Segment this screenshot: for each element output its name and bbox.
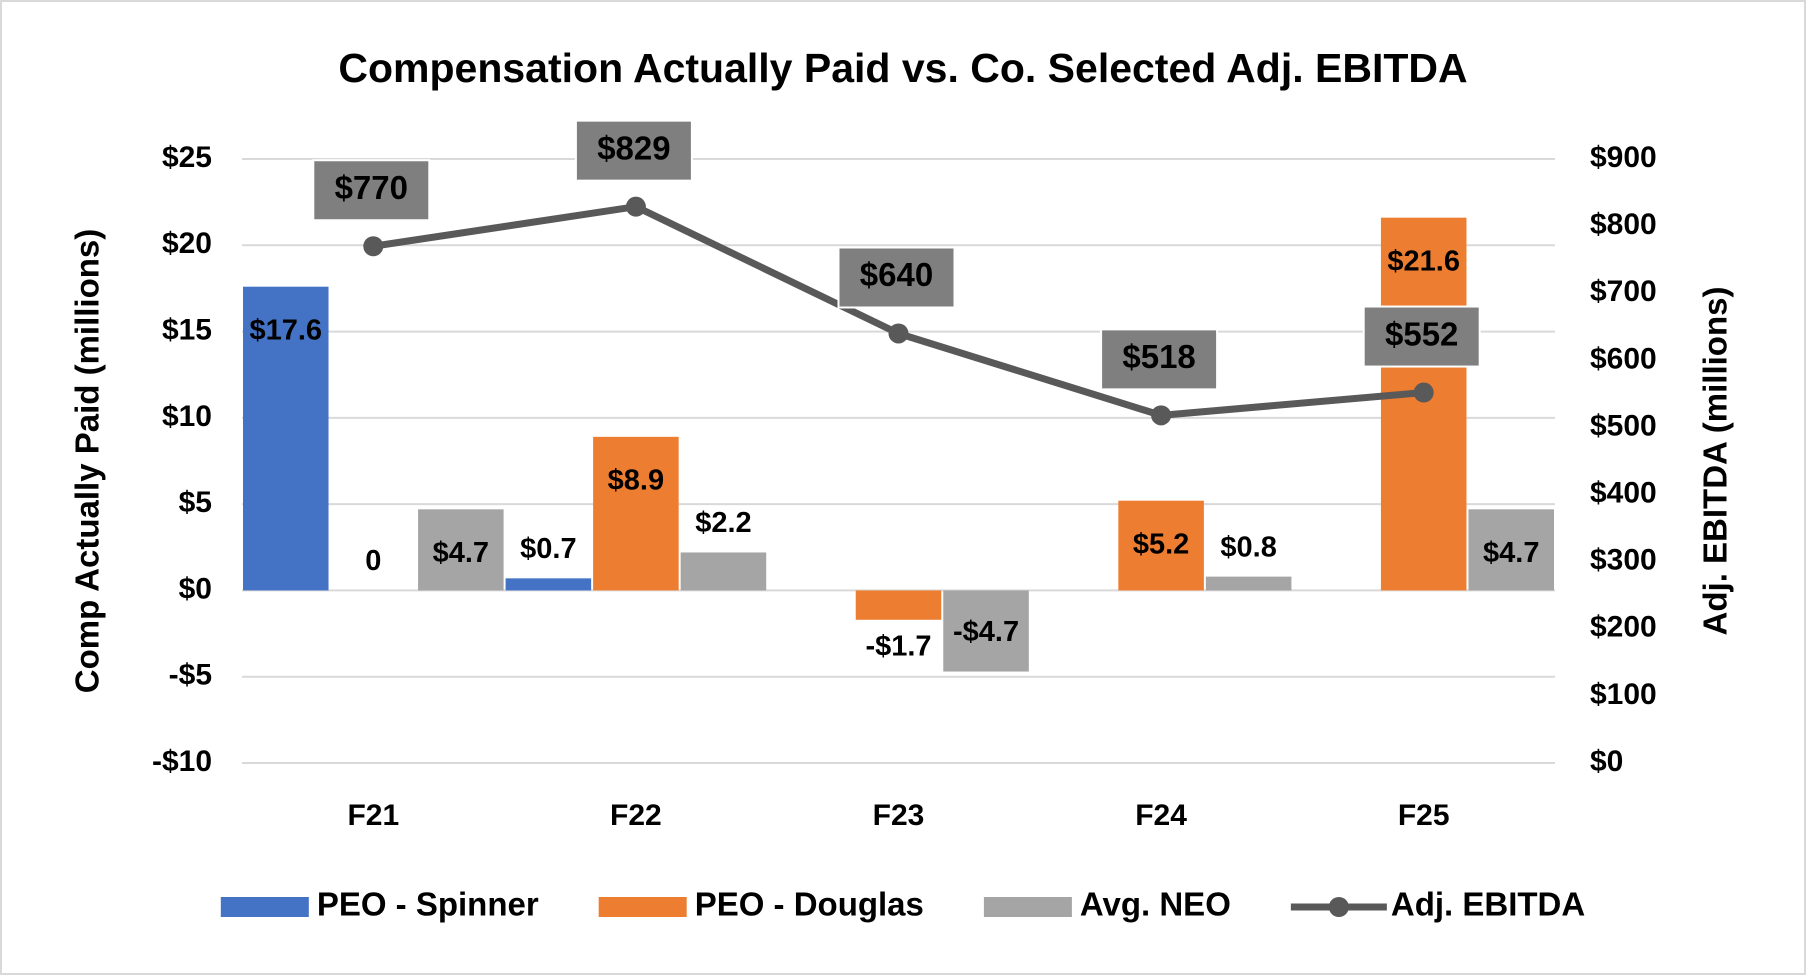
bar bbox=[418, 509, 504, 591]
x-tick-label: F21 bbox=[347, 799, 399, 832]
line-marker bbox=[1151, 405, 1172, 426]
y2-tick-label: $900 bbox=[1590, 141, 1657, 174]
y2-tick-label: $100 bbox=[1590, 678, 1657, 711]
line-marker bbox=[888, 323, 909, 344]
y-tick-label: $15 bbox=[162, 313, 212, 346]
data-label: $8.9 bbox=[608, 464, 664, 496]
data-label: $0.7 bbox=[520, 533, 576, 565]
line-marker bbox=[363, 236, 384, 257]
y2-tick-label: $700 bbox=[1590, 275, 1657, 308]
data-label: $17.6 bbox=[249, 314, 322, 346]
y2-tick-label: $400 bbox=[1590, 476, 1657, 509]
data-label: $640 bbox=[860, 256, 933, 293]
data-label: $770 bbox=[335, 169, 408, 206]
data-label: $0.8 bbox=[1220, 531, 1276, 563]
data-label: -$1.7 bbox=[865, 630, 931, 662]
data-label: $518 bbox=[1122, 338, 1195, 375]
y2-tick-label: $0 bbox=[1590, 745, 1623, 778]
line-marker bbox=[1413, 382, 1434, 403]
legend-marker bbox=[1328, 897, 1349, 917]
data-label: 0 bbox=[365, 545, 381, 577]
legend: PEO - Spinner PEO - Douglas Avg. NEO Adj. E… bbox=[220, 886, 1585, 923]
y-tick-label: $10 bbox=[162, 400, 212, 433]
x-tick-label: F22 bbox=[610, 799, 662, 832]
y2-tick-label: $500 bbox=[1590, 409, 1657, 442]
bar bbox=[1468, 509, 1554, 591]
data-label-box bbox=[837, 246, 956, 309]
chart-title: Compensation Actually Paid vs. Co. Selec… bbox=[338, 45, 1467, 91]
bar bbox=[1118, 500, 1204, 591]
data-label: $4.7 bbox=[1483, 537, 1539, 569]
data-label-box bbox=[1100, 328, 1219, 391]
line-marker bbox=[625, 196, 646, 217]
data-label: $21.6 bbox=[1387, 245, 1460, 277]
y-tick-label: $0 bbox=[179, 572, 212, 605]
data-label: $2.2 bbox=[695, 507, 751, 539]
data-label-box bbox=[1362, 305, 1481, 368]
legend-label: Avg. NEO bbox=[1080, 886, 1231, 923]
bar bbox=[1205, 576, 1292, 591]
bar bbox=[1380, 217, 1467, 591]
data-label: $829 bbox=[597, 129, 670, 166]
y-axis-label: Comp Actually Paid (millions) bbox=[69, 229, 106, 694]
legend-label: PEO - Spinner bbox=[317, 886, 539, 923]
y-tick-label: $20 bbox=[162, 227, 212, 260]
y-tick-label: -$10 bbox=[152, 745, 212, 778]
y-tick-label: $5 bbox=[179, 486, 212, 519]
bar bbox=[593, 436, 679, 591]
data-label: -$4.7 bbox=[953, 616, 1019, 648]
x-tick-label: F25 bbox=[1398, 799, 1450, 832]
legend-swatch bbox=[598, 897, 687, 917]
y-tick-label: $25 bbox=[162, 141, 212, 174]
y2-tick-label: $800 bbox=[1590, 208, 1657, 241]
data-label: $5.2 bbox=[1133, 528, 1189, 560]
bar bbox=[855, 590, 942, 620]
y2-tick-label: $600 bbox=[1590, 342, 1657, 375]
legend-label: Adj. EBITDA bbox=[1391, 886, 1585, 923]
bar bbox=[943, 590, 1029, 672]
data-label-box bbox=[574, 119, 693, 182]
legend-label: PEO - Douglas bbox=[695, 886, 924, 923]
data-label: $4.7 bbox=[433, 537, 489, 569]
x-tick-label: F23 bbox=[873, 799, 925, 832]
bar bbox=[680, 552, 767, 591]
y2-axis-label: Adj. EBITDA (millions) bbox=[1697, 287, 1734, 636]
legend-swatch bbox=[983, 897, 1072, 917]
y-tick-label: -$5 bbox=[169, 659, 212, 692]
legend-swatch bbox=[220, 897, 309, 917]
y2-tick-label: $200 bbox=[1590, 611, 1657, 644]
bar bbox=[243, 286, 329, 591]
data-label-box bbox=[312, 159, 431, 222]
bar bbox=[505, 578, 592, 591]
y2-tick-label: $300 bbox=[1590, 544, 1657, 577]
x-tick-label: F24 bbox=[1135, 799, 1187, 832]
data-label: $552 bbox=[1385, 315, 1458, 352]
